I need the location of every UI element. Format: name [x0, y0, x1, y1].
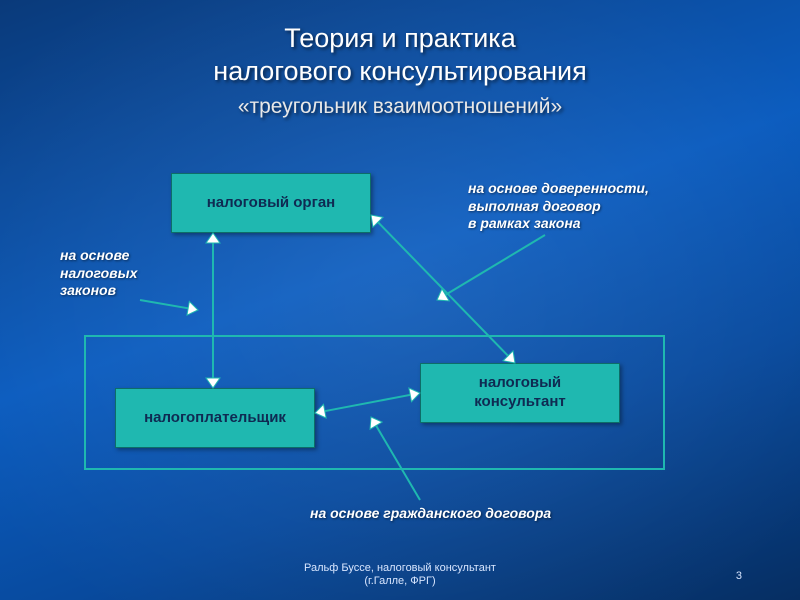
annotation-left-l2: налоговых — [60, 265, 137, 281]
node-tax-authority: налоговый орган — [171, 173, 371, 233]
title-line2: налогового консультирования — [213, 56, 586, 86]
annotation-left-l3: законов — [60, 282, 116, 298]
node-taxpayer: налогоплательщик — [115, 388, 315, 448]
slide: Теория и практика налогового консультиро… — [0, 0, 800, 600]
annotation-left-l1: на основе — [60, 247, 129, 263]
title-line1: Теория и практика — [284, 23, 515, 53]
annotation-right: на основе доверенности, выполная договор… — [468, 180, 649, 233]
node-tax-consultant-label: налоговый консультант — [474, 374, 566, 412]
footer-line2: (г.Галле, ФРГ) — [364, 575, 435, 587]
footer-line1: Ральф Буссе, налоговый консультант — [304, 562, 496, 574]
node-tax-authority-label: налоговый орган — [207, 194, 336, 213]
annotation-bottom-l1: на основе гражданского договора — [310, 505, 551, 521]
node-taxpayer-label: налогоплательщик — [144, 409, 286, 428]
annotation-right-l2: выполная договор — [468, 198, 601, 214]
annotation-bottom: на основе гражданского договора — [310, 505, 551, 523]
page-number: 3 — [736, 570, 742, 582]
annotation-right-l3: в рамках закона — [468, 215, 581, 231]
title-subtitle: «треугольник взаимоотношений» — [238, 95, 562, 118]
annotation-left: на основе налоговых законов — [60, 247, 137, 300]
slide-title: Теория и практика налогового консультиро… — [0, 22, 800, 121]
footer: Ральф Буссе, налоговый консультант (г.Га… — [0, 562, 800, 588]
node-tax-consultant: налоговый консультант — [420, 363, 620, 423]
annotation-right-l1: на основе доверенности, — [468, 180, 649, 196]
